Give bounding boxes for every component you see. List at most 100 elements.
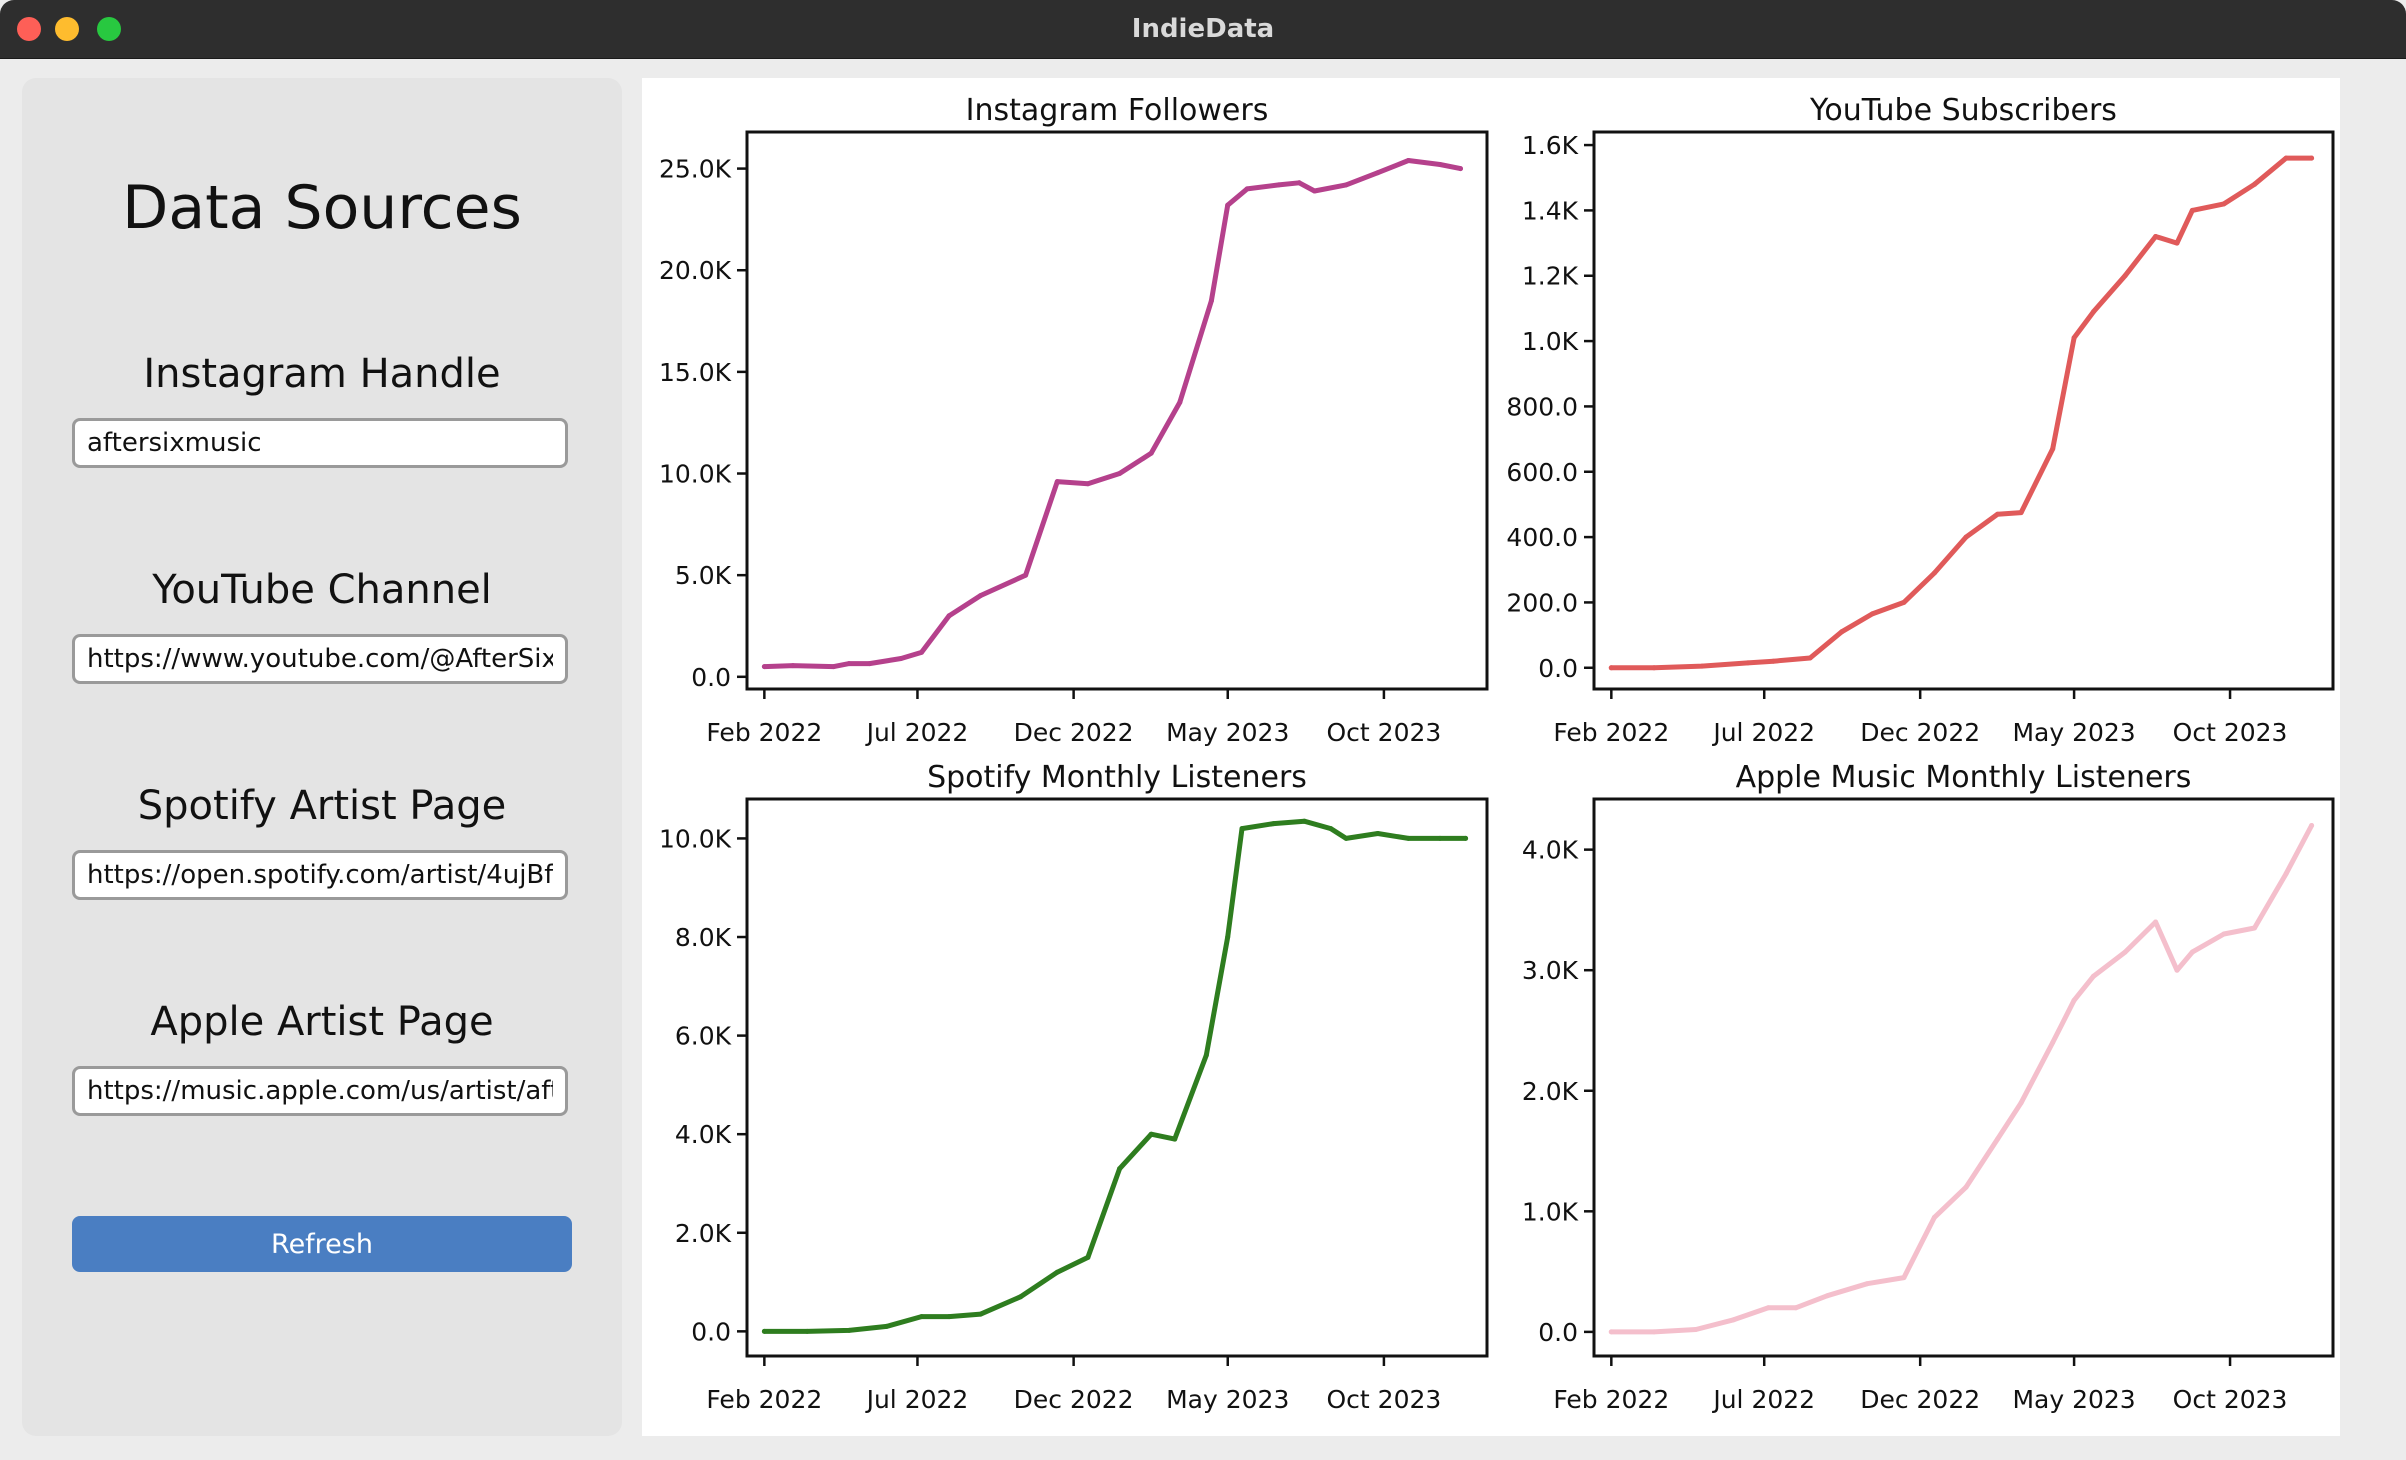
spotify-data-point (1203, 1052, 1209, 1058)
spotify-series-line (761, 818, 1469, 1334)
minimize-window-button[interactable] (55, 17, 79, 41)
instagram-data-point (1405, 158, 1411, 163)
spotify-chart: Spotify Monthly Listeners 0.0 2.0K 4.0K 6.0K… (659, 760, 1489, 1414)
instagram-data-point (1085, 481, 1091, 487)
apple-music-x-tick-label: Feb 2022 (1553, 1385, 1669, 1414)
spotify-data-point (1375, 831, 1381, 836)
apple-music-data-point (2309, 823, 2315, 828)
spotify-y-tick-label: 2.0K (675, 1219, 732, 1248)
panel-title: Data Sources (122, 173, 522, 243)
youtube-data-point (1770, 658, 1776, 664)
apple-music-data-point (2071, 997, 2077, 1003)
instagram-y-tick-label: 15.0K (659, 358, 732, 387)
youtube-data-point (2189, 207, 2195, 213)
youtube-data-point (1931, 570, 1937, 576)
apple-music-data-point (1931, 1214, 1937, 1220)
spotify-data-point (804, 1328, 810, 1334)
spotify-x-tick-label: Dec 2022 (1014, 1385, 1134, 1414)
youtube-y-tick-label: 1.2K (1522, 262, 1579, 291)
youtube-x-tick-label: Dec 2022 (1860, 718, 1980, 747)
youtube-y-tick-label: 1.4K (1522, 196, 1579, 225)
youtube-data-point (2071, 335, 2077, 341)
close-window-button[interactable] (17, 17, 41, 41)
youtube-data-point (1651, 665, 1657, 671)
youtube-y-tick-label: 600.0 (1506, 458, 1578, 487)
youtube-series-line (1608, 155, 2315, 671)
instagram-data-point (898, 656, 904, 661)
spotify-artist-page-input[interactable] (72, 850, 568, 900)
instagram-chart: Instagram Followers 0.0 5.0K 10.0K 15.0K 20.0… (659, 93, 1489, 747)
spotify-data-point (1328, 826, 1334, 832)
instagram-y-tick-label: 0.0 (691, 663, 731, 692)
youtube-data-point (1699, 663, 1705, 669)
spotify-data-point (1463, 835, 1469, 841)
instagram-data-point (1225, 202, 1231, 208)
instagram-data-point (867, 661, 872, 667)
instagram-data-point (1343, 182, 1349, 188)
instagram-series-line (761, 158, 1463, 670)
spotify-data-point (846, 1327, 852, 1333)
instagram-handle-input[interactable] (72, 418, 568, 468)
youtube-chart-title: YouTube Subscribers (1809, 93, 2117, 128)
apple-music-x-tick-label: Dec 2022 (1860, 1385, 1980, 1414)
instagram-data-point (1117, 471, 1123, 476)
instagram-data-point (831, 664, 837, 670)
refresh-button[interactable]: Refresh (72, 1216, 572, 1272)
youtube-data-point (1745, 660, 1751, 666)
apple-music-data-point (2189, 949, 2195, 955)
apple-music-data-point (1995, 1136, 2001, 1142)
apple-music-y-tick-label: 2.0K (1522, 1077, 1579, 1106)
youtube-channel-label: YouTube Channel (152, 567, 492, 613)
youtube-data-point (1995, 511, 2001, 517)
youtube-chart: YouTube Subscribers 0.0 200.0 400.0 600.0 800… (1506, 93, 2335, 747)
apple-music-y-tick-label: 1.0K (1522, 1197, 1579, 1226)
youtube-data-point (1963, 534, 1969, 540)
apple-artist-page-input[interactable] (72, 1066, 568, 1116)
instagram-y-tick-label: 20.0K (659, 256, 732, 285)
instagram-data-point (846, 661, 852, 667)
apple-music-data-point (1963, 1184, 1969, 1190)
youtube-y-tick-label: 1.6K (1522, 131, 1579, 160)
youtube-x-tick-label: Feb 2022 (1553, 718, 1669, 747)
spotify-y-tick-label: 8.0K (675, 923, 732, 952)
spotify-data-point (1054, 1269, 1060, 1275)
instagram-data-point (946, 613, 952, 619)
apple-music-data-point (1864, 1281, 1870, 1287)
apple-music-data-point (2174, 967, 2180, 973)
instagram-x-tick-label: Feb 2022 (706, 718, 822, 747)
apple-music-series-line (1608, 823, 2315, 1335)
youtube-x-tick-label: Jul 2022 (1711, 718, 1815, 747)
youtube-y-tick-label: 400.0 (1506, 523, 1578, 552)
spotify-data-point (884, 1323, 890, 1329)
youtube-data-point (2252, 181, 2257, 187)
youtube-data-point (2309, 155, 2315, 161)
youtube-y-tick-label: 1.0K (1522, 327, 1579, 356)
spotify-chart-title: Spotify Monthly Listeners (927, 760, 1307, 795)
youtube-y-tick-label: 0.0 (1538, 654, 1578, 683)
instagram-y-tick-label: 10.0K (659, 460, 732, 489)
apple-music-data-point (2153, 919, 2159, 925)
apple-music-axes-frame (1592, 797, 2335, 1358)
spotify-data-point (1343, 835, 1349, 841)
youtube-data-point (1869, 611, 1875, 617)
apple-music-data-point (2018, 1100, 2024, 1106)
spotify-data-point (946, 1314, 952, 1320)
instagram-x-tick-label: Dec 2022 (1014, 718, 1134, 747)
spotify-data-point (1148, 1131, 1154, 1137)
youtube-data-point (2221, 201, 2227, 207)
apple-music-data-point (2091, 973, 2096, 979)
apple-music-chart: Apple Music Monthly Listeners 0.0 1.0K 2.0K… (1522, 760, 2335, 1414)
instagram-data-point (1375, 170, 1381, 176)
apple-music-data-point (2283, 871, 2289, 877)
youtube-data-point (2050, 446, 2056, 452)
charts-area: Instagram Followers 0.0 5.0K 10.0K 15.0K 20.0… (642, 78, 2340, 1436)
data-sources-panel: Data Sources Instagram Handle YouTube Ch… (22, 78, 622, 1436)
maximize-window-button[interactable] (97, 17, 121, 41)
apple-music-data-point (2221, 931, 2227, 937)
youtube-channel-input[interactable] (72, 634, 568, 684)
instagram-data-point (1296, 180, 1302, 186)
youtube-data-point (2018, 510, 2024, 516)
youtube-data-point (2283, 155, 2289, 161)
spotify-data-point (1239, 826, 1245, 832)
